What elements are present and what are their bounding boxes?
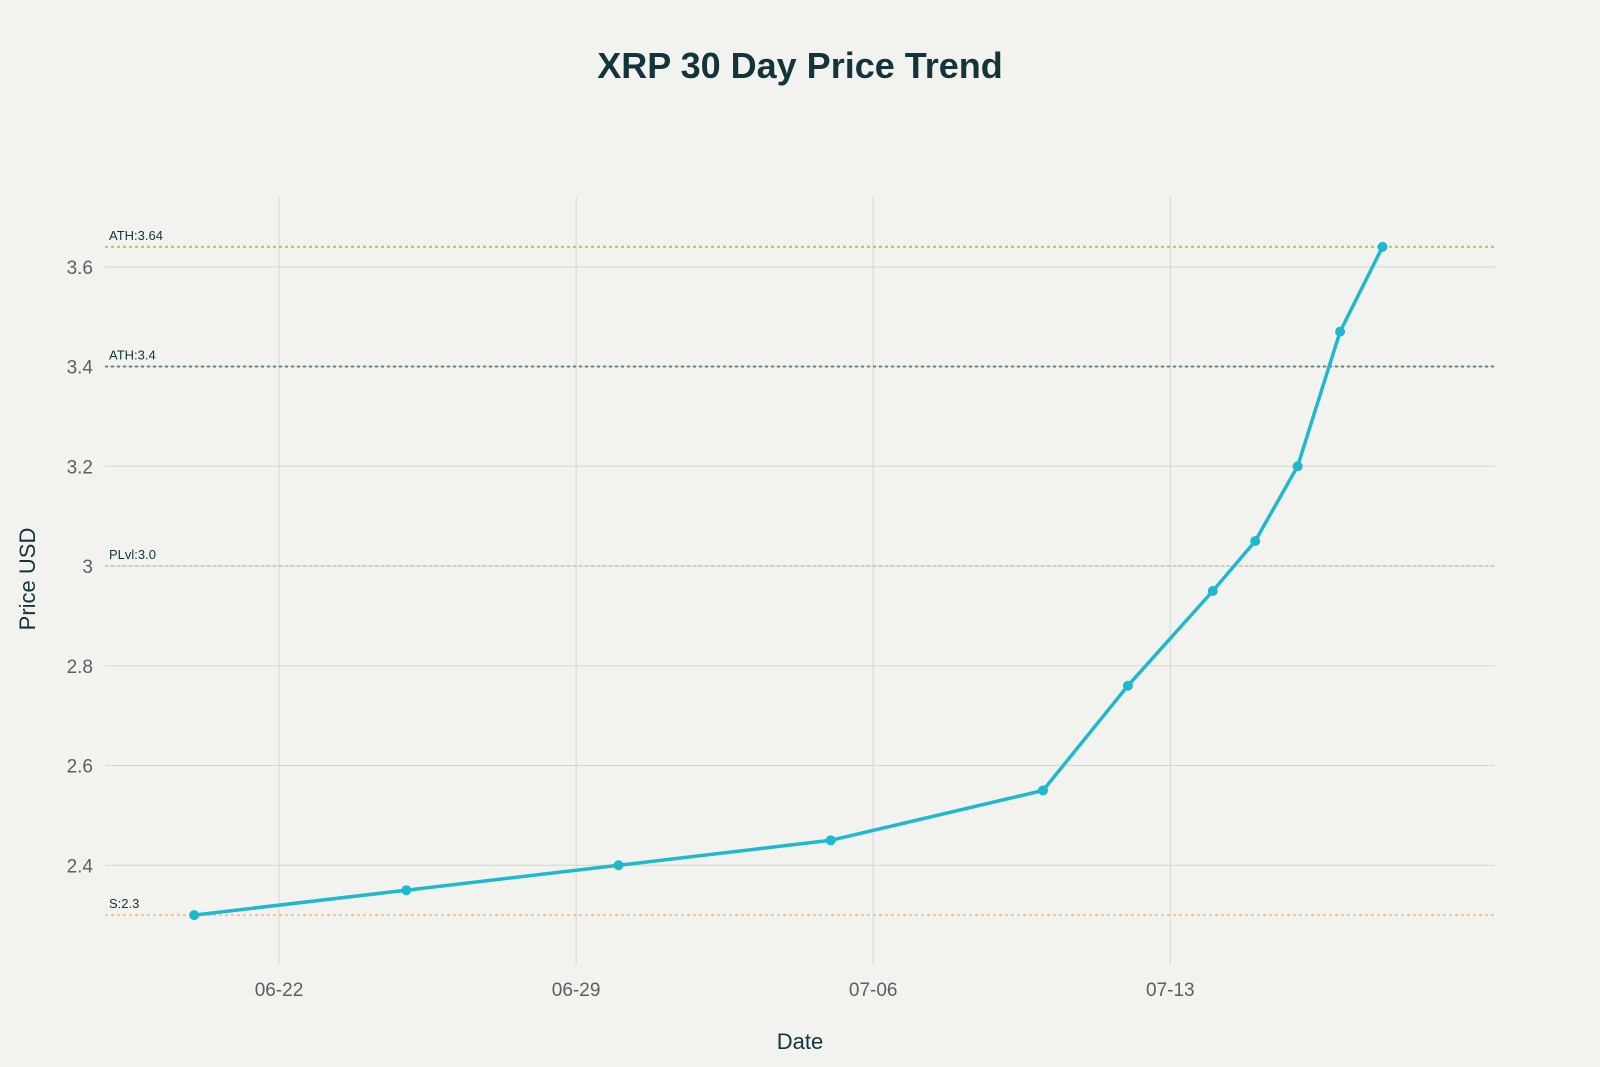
y-tick-label: 2.8 xyxy=(67,657,93,678)
x-axis-title: Date xyxy=(777,1029,823,1054)
reference-line-label: S:2.3 xyxy=(109,896,139,911)
y-tick-label: 3 xyxy=(82,557,93,578)
data-point xyxy=(1335,326,1346,337)
chart-title: XRP 30 Day Price Trend xyxy=(597,45,1003,86)
grid-lines xyxy=(105,197,1495,965)
data-point xyxy=(189,910,200,921)
reference-line-label: ATH:3.64 xyxy=(109,228,163,243)
y-tick-label: 3.2 xyxy=(67,457,93,478)
data-point xyxy=(1037,785,1048,796)
y-tick-label: 2.4 xyxy=(67,856,94,877)
y-tick-label: 3.6 xyxy=(67,258,93,279)
series-layer xyxy=(189,241,1388,921)
data-point xyxy=(1122,680,1133,691)
x-tick-label: 07-13 xyxy=(1146,980,1195,1001)
data-point xyxy=(825,835,836,846)
x-tick-label: 07-06 xyxy=(849,980,898,1001)
data-point xyxy=(1207,585,1218,596)
reference-line-label: PLvl:3.0 xyxy=(109,547,156,562)
reference-line-label: ATH:3.4 xyxy=(109,348,156,363)
data-point xyxy=(613,860,624,871)
x-tick-label: 06-22 xyxy=(255,980,304,1001)
tick-labels: 2.4 2.6 2.8 3 3.2 3.4 3.6 06-22 06-29 07-06 07-13 xyxy=(67,258,1195,1001)
data-point xyxy=(1377,241,1388,252)
series-line xyxy=(192,245,1385,917)
reference-lines: ATH:3.64 ATH:3.4 PLvl:3.0 S:2.3 xyxy=(105,228,1495,917)
data-point xyxy=(1292,461,1303,472)
data-point xyxy=(1250,536,1261,547)
data-point xyxy=(401,885,412,896)
y-tick-label: 3.4 xyxy=(67,358,94,379)
x-tick-label: 06-29 xyxy=(552,980,601,1001)
y-tick-label: 2.6 xyxy=(67,757,93,778)
y-axis-title: Price USD xyxy=(15,528,40,631)
